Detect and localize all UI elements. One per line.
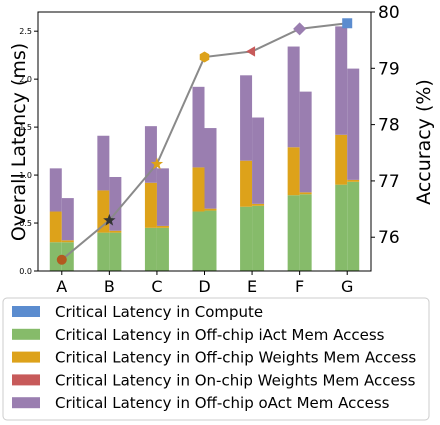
bar-a-left-weights — [49, 211, 62, 243]
bar-f-right-weights — [299, 192, 312, 195]
legend-swatch-iact — [12, 328, 40, 340]
bar-d-left-weights — [192, 167, 205, 212]
bar-g-right-weights — [347, 179, 360, 182]
bar-f-right-iact — [299, 194, 312, 271]
bar-b-left-iact — [97, 232, 110, 271]
bar-d-right-weights — [204, 208, 217, 211]
left-tick-label: 2.5 — [19, 27, 32, 36]
bar-g-right-iact — [347, 181, 360, 271]
x-tick-label: E — [247, 277, 257, 296]
bar-f-left-oact — [287, 46, 300, 148]
legend-label-onchip: Critical Latency in On-chip Weights Mem … — [55, 371, 416, 389]
bar-b-left-oact — [97, 135, 110, 191]
bar-c-right-iact — [156, 227, 169, 271]
bar-f-right-oact — [299, 91, 312, 193]
bar-a-left-iact — [49, 242, 62, 271]
right-tick-label: 78 — [378, 116, 400, 136]
right-axis-ticks: 76 77 78 79 80 — [371, 3, 400, 248]
bar-c-right-weights — [156, 225, 169, 228]
accuracy-line-layer — [56, 18, 353, 265]
legend-swatch-onchip — [12, 374, 40, 386]
bar-f-left-iact — [287, 195, 300, 271]
bar-e-left-iact — [240, 206, 253, 271]
bar-c-right-oact — [156, 168, 169, 226]
legend: Critical Latency in Compute Critical Late… — [2, 297, 430, 421]
bar-b-right-weights — [109, 230, 122, 233]
legend-label-compute: Critical Latency in Compute — [55, 303, 263, 321]
left-axis-ticks: 0.0 0.5 1.0 1.5 2.0 2.5 — [19, 27, 38, 276]
x-tick-label: D — [198, 277, 210, 296]
left-tick-label: 1.5 — [19, 123, 32, 132]
accuracy-marker-g — [342, 18, 353, 29]
right-tick-label: 80 — [378, 3, 400, 23]
left-tick-label: 0.0 — [19, 267, 32, 276]
x-tick-label: F — [295, 277, 304, 296]
bar-b-right-iact — [109, 232, 122, 271]
bar-d-left-oact — [192, 86, 205, 168]
accuracy-marker-c — [150, 157, 164, 170]
legend-box — [2, 297, 430, 421]
bar-group — [49, 26, 360, 271]
bar-d-left-iact — [192, 211, 205, 271]
bar-a-right-iact — [61, 242, 74, 271]
bar-a-right-oact — [61, 198, 74, 241]
x-tick-label: G — [341, 277, 353, 296]
x-tick-label: C — [151, 277, 162, 296]
legend-label-weights: Critical Latency in Off-chip Weights Mem… — [55, 349, 416, 367]
right-tick-label: 77 — [378, 172, 400, 192]
left-axis-title: Overall Latency (ms) — [8, 43, 30, 241]
legend-label-oact: Critical Latency in Off-chip oAct Mem Ac… — [55, 394, 390, 412]
bar-g-left-iact — [335, 184, 348, 271]
right-tick-label: 79 — [378, 59, 400, 79]
accuracy-marker-d — [199, 51, 210, 63]
accuracy-marker-f — [293, 22, 307, 36]
left-tick-label: 1.0 — [19, 171, 32, 180]
bar-d-right-iact — [204, 210, 217, 271]
bar-e-right-oact — [252, 117, 265, 204]
bar-c-left-oact — [144, 126, 157, 183]
bar-e-right-weights — [252, 203, 265, 206]
bar-d-right-oact — [204, 128, 217, 209]
bar-a-right-weights — [61, 240, 74, 243]
x-tick-label: A — [56, 277, 67, 296]
x-tick-label: B — [104, 277, 115, 296]
legend-swatch-weights — [12, 351, 40, 363]
bar-e-left-weights — [240, 160, 253, 207]
bar-e-right-iact — [252, 205, 265, 271]
bar-g-left-oact — [335, 26, 348, 135]
left-tick-label: 2.0 — [19, 75, 32, 84]
bar-c-left-iact — [144, 227, 157, 271]
accuracy-marker-e — [246, 46, 256, 57]
bar-g-right-oact — [347, 68, 360, 180]
bar-g-left-weights — [335, 134, 348, 185]
accuracy-marker-a — [56, 254, 67, 265]
legend-swatch-oact — [12, 397, 40, 409]
bar-a-left-oact — [49, 168, 62, 212]
right-axis-title: Accuracy (%) — [413, 79, 435, 205]
bar-f-left-weights — [287, 147, 300, 196]
x-axis-ticks: A B C D E F G — [56, 271, 353, 296]
right-tick-label: 76 — [378, 228, 400, 248]
bar-e-left-oact — [240, 75, 253, 161]
accuracy-marker-b — [103, 213, 116, 226]
legend-swatch-compute — [12, 306, 40, 317]
bar-c-left-weights — [144, 182, 157, 228]
left-tick-label: 0.5 — [19, 219, 32, 228]
legend-label-iact: Critical Latency in Off-chip iAct Mem Ac… — [55, 326, 385, 344]
